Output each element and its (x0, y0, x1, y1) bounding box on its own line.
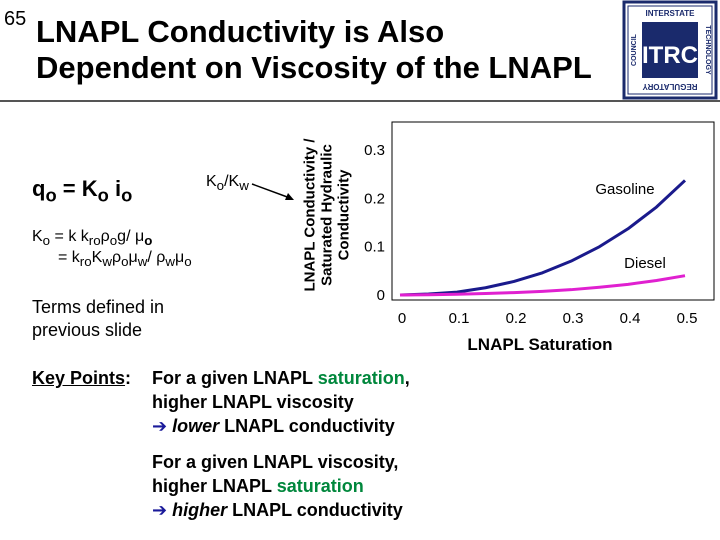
conductivity-chart: 0 0.1 0.2 0.3 0 0.1 0.2 0.3 0.4 0.5 Gasoline Die… (364, 121, 715, 354)
key-point-1-line-1: For a given LNAPL saturation, (152, 368, 410, 388)
slide-number: 65 (4, 8, 27, 30)
y-axis-label: LNAPL Conductivity / Saturated Hydraulic… (301, 138, 353, 292)
title-line-1: LNAPL Conductivity is Also (36, 14, 445, 49)
logo-ring-bottom: REGULATORY (642, 82, 698, 91)
arrow-icon: ➔ (152, 500, 168, 520)
itrc-logo: INTERSTATE REGULATORY COUNCIL TECHNOLOGY… (622, 0, 718, 100)
series-lines (399, 179, 687, 297)
x-tick-label: 0.3 (563, 310, 584, 327)
ratio-arrow (251, 183, 294, 200)
title-line-2: Dependent on Viscosity of the LNAPL (36, 50, 592, 85)
conductivity-equation-2: = kroKwρoμw/ ρwμo (58, 249, 192, 270)
logo-ring-left: COUNCIL (631, 33, 638, 66)
x-tick-label: 0.1 (449, 310, 470, 327)
ratio-label: Ko/Kw (206, 173, 249, 194)
x-axis-label: LNAPL Saturation (467, 335, 612, 354)
title-divider (0, 100, 720, 102)
x-tick-label: 0.5 (677, 310, 698, 327)
y-tick-labels: 0 0.1 0.2 0.3 (364, 142, 385, 304)
plot-area (391, 121, 715, 301)
conductivity-equation-1: Ko = k kroρog/ μo (32, 228, 153, 249)
key-point-2-line-3: ➔ higher LNAPL conductivity (152, 500, 403, 520)
flux-equation: qo = Ko io (32, 176, 133, 206)
slide-title: LNAPL Conductivity is Also Dependent on … (36, 14, 621, 86)
series-line-diesel (399, 274, 686, 297)
y-tick-label: 0.3 (364, 142, 385, 159)
x-tick-label: 0.4 (620, 310, 641, 327)
x-tick-label: 0.2 (506, 310, 527, 327)
y-tick-label: 0.1 (364, 239, 385, 256)
logo-ring-top: INTERSTATE (645, 9, 695, 18)
y-tick-label: 0.2 (364, 190, 385, 207)
key-point-2-line-2: higher LNAPL saturation (152, 476, 364, 496)
terms-note: Terms defined in previous slide (32, 297, 165, 340)
series-line-gasoline (399, 179, 687, 297)
arrow-icon: ➔ (152, 416, 168, 436)
y-tick-label: 0 (377, 287, 385, 304)
key-point-2-line-1: For a given LNAPL viscosity, (152, 452, 399, 472)
logo-ring-right: TECHNOLOGY (704, 25, 711, 75)
x-tick-label: 0 (398, 310, 406, 327)
legend-gasoline: Gasoline (595, 181, 654, 198)
logo-letters: ITRC (642, 42, 698, 69)
x-tick-labels: 0 0.1 0.2 0.3 0.4 0.5 (398, 310, 698, 327)
legend-diesel: Diesel (624, 255, 666, 272)
key-points-heading: Key Points: (32, 368, 132, 388)
key-point-1-line-2: higher LNAPL viscosity (152, 392, 354, 412)
key-point-1-line-3: ➔ lower LNAPL conductivity (152, 416, 395, 436)
